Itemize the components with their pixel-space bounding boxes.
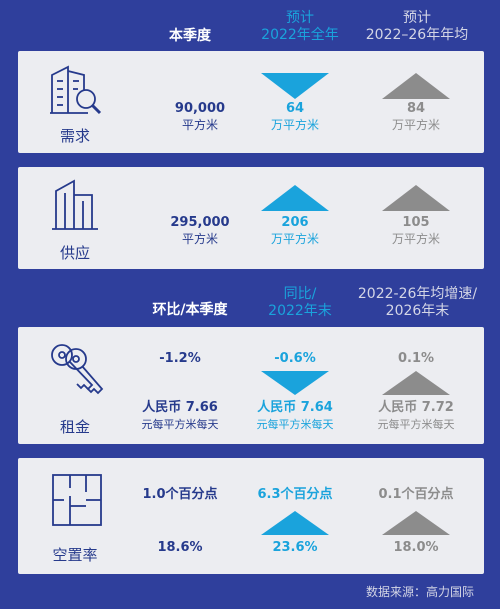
rent-avg-unit: 元每平方米每天 (377, 418, 455, 431)
demand-2022-26-unit: 万平方米 (391, 118, 440, 132)
vacancy-yoy-value: 23.6% (272, 540, 318, 555)
floor-plan-icon (52, 474, 102, 526)
demand-label: 需求 (59, 127, 90, 145)
building-icon (52, 179, 98, 230)
vacancy-yoy-change: 6.3个百分点 (257, 487, 333, 502)
supply-2022-up-triangle (261, 185, 329, 211)
vacancy-qoq-value: 18.6% (157, 540, 203, 555)
demand-2022-26-number: 84 (406, 101, 426, 116)
demand-2022-value: 64 万平方米 (240, 100, 350, 134)
supply-2022-26-number: 105 (402, 215, 430, 230)
vacancy-avg-up-triangle (382, 511, 450, 535)
vacancy-label: 空置率 (52, 546, 98, 564)
data-source: 数据来源：高力国际 (365, 585, 474, 599)
header-qoq: 环比/本季度 (152, 302, 228, 318)
demand-quarter-number: 90,000 (174, 101, 226, 116)
rent-card: 租金 -1.2% 人民币 7.66 元每平方米每天 -0.6% 人民币 7.64… (18, 327, 484, 444)
rent-avg-pct: 0.1% (397, 351, 435, 366)
header-yoy: 同比/ 2022年末 (245, 286, 355, 320)
rent-avg-value: 人民币 7.72 元每平方米每天 (356, 399, 476, 433)
demand-quarter-value: 90,000 平方米 (145, 100, 255, 134)
supply-label: 供应 (59, 244, 90, 262)
header-avg-growth: 2022-26年均增速/ 2026年末 (340, 286, 495, 320)
demand-2022-number: 64 (285, 101, 305, 116)
supply-2022-unit: 万平方米 (270, 232, 319, 246)
vacancy-card: 空置率 1.0个百分点 18.6% 6.3个百分点 23.6% 0.1个百分点 … (18, 458, 484, 574)
header-yoy-line1: 同比/ (283, 286, 317, 302)
header-forecast-2022-line1: 预计 (286, 10, 314, 26)
demand-2022-down-triangle (261, 73, 329, 99)
demand-2022-26-up-triangle (382, 73, 450, 99)
rent-yoy-unit: 元每平方米每天 (256, 418, 334, 431)
vacancy-qoq-change: 1.0个百分点 (142, 487, 218, 502)
supply-quarter-value: 295,000 平方米 (145, 214, 255, 248)
rent-qoq-pct: -1.2% (159, 351, 201, 366)
vacancy-avg-value: 18.0% (393, 540, 439, 555)
keys-icon (51, 344, 104, 395)
rent-yoy-down-triangle (261, 371, 329, 395)
rent-label: 租金 (59, 418, 90, 436)
header-forecast-2022-26-line1: 预计 (403, 10, 431, 26)
rent-avg-up-triangle (382, 371, 450, 395)
rent-qoq-value: 人民币 7.66 元每平方米每天 (120, 399, 240, 433)
supply-2022-number: 206 (281, 215, 309, 230)
header-forecast-2022: 预计 2022年全年 (245, 10, 355, 44)
building-search-icon (50, 65, 102, 115)
supply-quarter-number: 295,000 (170, 215, 230, 230)
rent-yoy-pct: -0.6% (274, 351, 316, 366)
demand-card: 需求 90,000 平方米 64 万平方米 84 万平方米 (18, 51, 484, 153)
supply-quarter-unit: 平方米 (181, 232, 218, 246)
header-avg-growth-line2: 2026年末 (385, 303, 450, 319)
header-avg-growth-line1: 2022-26年均增速/ (357, 286, 478, 302)
rent-yoy-value: 人民币 7.64 元每平方米每天 (235, 399, 355, 433)
rent-avg-number: 人民币 7.72 (378, 400, 454, 415)
supply-2022-26-value: 105 万平方米 (361, 214, 471, 248)
vacancy-yoy-up-triangle (261, 511, 329, 535)
demand-2022-unit: 万平方米 (270, 118, 319, 132)
rent-qoq-number: 人民币 7.66 (142, 400, 218, 415)
supply-card: 供应 295,000 平方米 206 万平方米 105 万平方米 (18, 167, 484, 269)
header-forecast-2022-26-line2: 2022–26年年均 (365, 27, 469, 43)
demand-quarter-unit: 平方米 (181, 118, 218, 132)
supply-2022-value: 206 万平方米 (240, 214, 350, 248)
supply-2022-26-up-triangle (382, 185, 450, 211)
header-forecast-2022-line2: 2022年全年 (261, 27, 339, 43)
header-current-quarter: 本季度 (169, 28, 211, 44)
rent-yoy-number: 人民币 7.64 (257, 400, 333, 415)
rent-qoq-unit: 元每平方米每天 (141, 418, 219, 431)
supply-2022-26-unit: 万平方米 (391, 232, 440, 246)
demand-2022-26-value: 84 万平方米 (361, 100, 471, 134)
header-yoy-line2: 2022年末 (268, 303, 332, 319)
header-forecast-2022-26: 预计 2022–26年年均 (352, 10, 482, 44)
vacancy-avg-change: 0.1个百分点 (378, 487, 454, 502)
